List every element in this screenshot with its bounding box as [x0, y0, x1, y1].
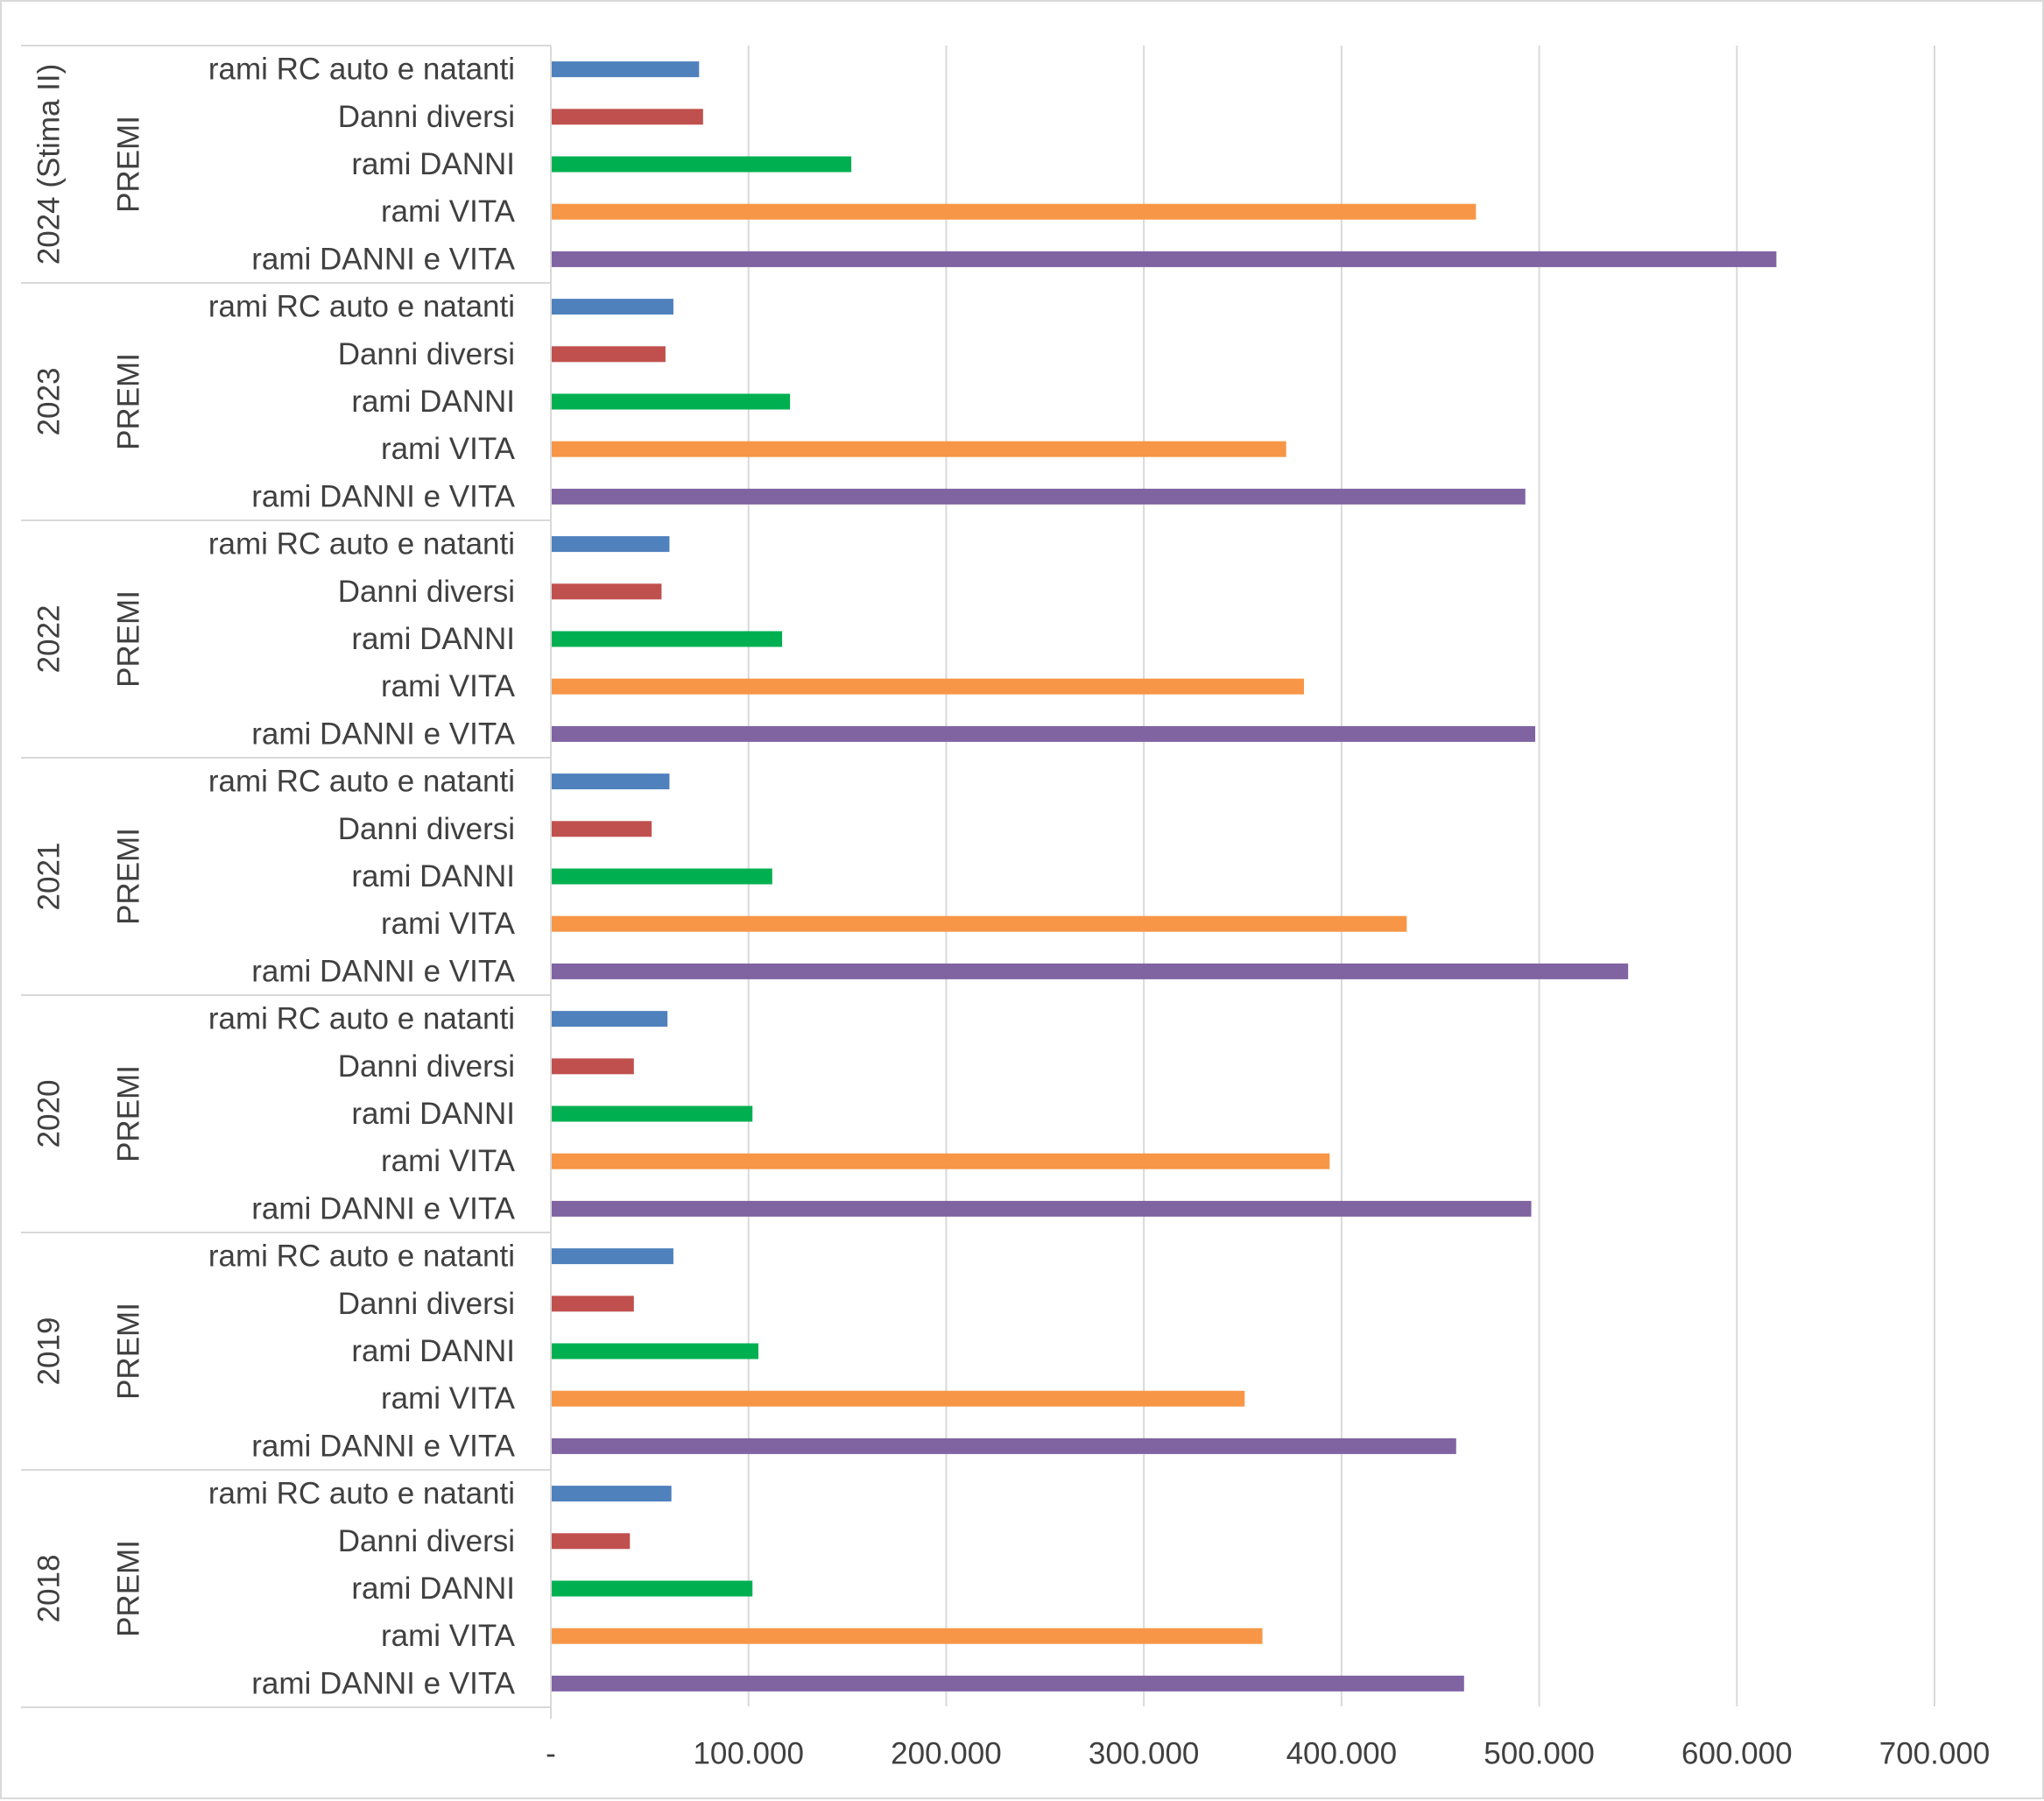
bar — [552, 1628, 1263, 1644]
category-label: rami DANNI — [351, 1097, 515, 1131]
group-sublabel: PREMI — [112, 590, 146, 688]
bar — [552, 1058, 634, 1075]
category-label: Danni diversi — [338, 337, 515, 371]
bar — [552, 393, 791, 410]
x-tick-label: 300.000 — [1089, 1737, 1200, 1771]
category-label: rami VITA — [381, 194, 516, 229]
category-label: rami DANNI e VITA — [251, 479, 515, 513]
group-year-label: 2019 — [32, 1317, 67, 1386]
bar — [552, 821, 652, 837]
category-label: Danni diversi — [338, 1524, 515, 1558]
category-label: rami DANNI e VITA — [251, 242, 515, 276]
category-label: rami DANNI e VITA — [251, 1191, 515, 1225]
group-year-label: 2023 — [32, 368, 67, 436]
category-label: rami RC auto e natanti — [208, 1477, 515, 1511]
bar — [552, 61, 700, 78]
x-tick-label: 500.000 — [1484, 1737, 1595, 1771]
bar — [552, 488, 1526, 505]
bar — [552, 1153, 1330, 1169]
category-label: Danni diversi — [338, 575, 515, 609]
category-label: rami DANNI — [351, 385, 515, 419]
bar — [552, 583, 662, 600]
category-label: rami RC auto e natanti — [208, 527, 515, 561]
bar — [552, 536, 670, 553]
x-tick-label: 100.000 — [693, 1737, 804, 1771]
bar — [552, 773, 670, 790]
bar — [552, 1105, 753, 1122]
bar — [552, 915, 1407, 932]
category-label: rami DANNI e VITA — [251, 1429, 515, 1463]
category-label: rami DANNI — [351, 1571, 515, 1606]
bar — [552, 631, 783, 647]
bar — [552, 963, 1629, 979]
category-label: rami DANNI — [351, 147, 515, 181]
x-tick-label: 400.000 — [1286, 1737, 1398, 1771]
category-label: rami DANNI e VITA — [251, 954, 515, 988]
x-tick-label: 600.000 — [1681, 1737, 1793, 1771]
category-label: rami RC auto e natanti — [208, 1002, 515, 1036]
category-label: Danni diversi — [338, 1287, 515, 1321]
category-label: rami RC auto e natanti — [208, 53, 515, 87]
x-tick-label: - — [546, 1737, 556, 1771]
category-label: rami DANNI — [351, 859, 515, 893]
category-label: Danni diversi — [338, 812, 515, 846]
category-label: rami VITA — [381, 907, 516, 941]
x-tick-label: 200.000 — [891, 1737, 1002, 1771]
bar — [552, 156, 852, 173]
category-label: rami RC auto e natanti — [208, 765, 515, 799]
bar — [552, 1437, 1456, 1454]
group-sublabel: PREMI — [112, 353, 146, 450]
bar — [552, 725, 1536, 742]
group-sublabel: PREMI — [112, 1540, 146, 1637]
category-label: rami DANNI — [351, 1334, 515, 1368]
category-label: rami VITA — [381, 1381, 516, 1416]
bar — [552, 346, 666, 363]
bar — [552, 1390, 1245, 1407]
category-label: rami VITA — [381, 1144, 516, 1178]
group-year-label: 2021 — [32, 843, 67, 911]
bar — [552, 299, 673, 315]
category-label: rami RC auto e natanti — [208, 1240, 515, 1274]
category-label: rami VITA — [381, 432, 516, 466]
bar — [552, 1011, 668, 1028]
group-sublabel: PREMI — [112, 116, 146, 213]
group-year-label: 2020 — [32, 1080, 67, 1148]
bar — [552, 1580, 753, 1597]
bar — [552, 251, 1777, 267]
bar — [552, 1343, 758, 1360]
category-label: Danni diversi — [338, 1049, 515, 1084]
bar — [552, 1675, 1464, 1692]
bar — [552, 1200, 1532, 1217]
category-label: rami DANNI e VITA — [251, 717, 515, 751]
category-label: rami RC auto e natanti — [208, 290, 515, 324]
category-label: Danni diversi — [338, 100, 515, 134]
bar — [552, 1533, 631, 1550]
bar — [552, 1248, 673, 1265]
group-year-label: 2024 (Stima II) — [32, 64, 67, 265]
group-sublabel: PREMI — [112, 828, 146, 925]
category-label: rami DANNI — [351, 622, 515, 656]
category-label: rami DANNI e VITA — [251, 1666, 515, 1700]
group-year-label: 2022 — [32, 605, 67, 674]
bar — [552, 868, 772, 885]
bar — [552, 1486, 672, 1502]
bar — [552, 1296, 634, 1312]
group-year-label: 2018 — [32, 1555, 67, 1623]
group-sublabel: PREMI — [112, 1303, 146, 1400]
bar — [552, 203, 1477, 220]
group-sublabel: PREMI — [112, 1065, 146, 1162]
category-label: rami VITA — [381, 669, 516, 703]
bar — [552, 441, 1286, 457]
bar — [552, 678, 1304, 695]
bar — [552, 109, 703, 125]
x-tick-label: 700.000 — [1879, 1737, 1991, 1771]
category-label: rami VITA — [381, 1619, 516, 1653]
